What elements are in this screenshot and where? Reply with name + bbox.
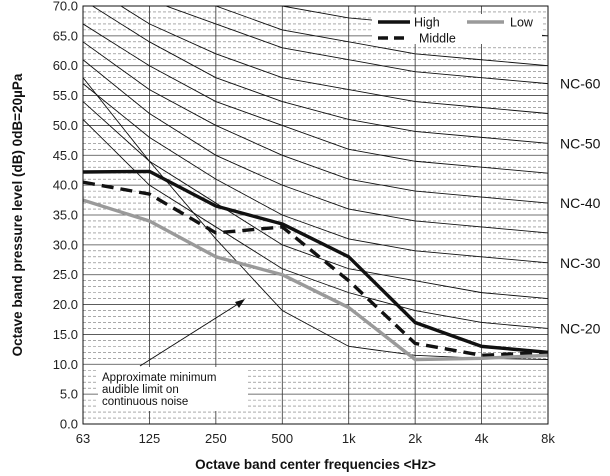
nc-curve-nc-30: [83, 83, 548, 264]
annotation-line: audible limit on: [102, 384, 179, 396]
series-line-middle: [83, 180, 548, 358]
reference-curve-5: [83, 101, 548, 300]
x-tick-label: 500: [271, 431, 293, 446]
legend-label-high: High: [414, 16, 440, 30]
reference-curve-2: [120, 6, 548, 114]
annotation-arrow-head: [235, 299, 245, 308]
annotation-box: [98, 367, 248, 411]
y-tick-label: 10.0: [53, 357, 78, 372]
y-tick-label: 35.0: [53, 208, 78, 223]
y-tick-label: 0.0: [60, 417, 78, 432]
y-tick-label: 70.0: [53, 0, 78, 14]
annotation-arrow-line: [139, 303, 239, 367]
x-tick-label: 63: [76, 431, 90, 446]
nc-curve-nc-20: [83, 119, 548, 329]
legend-label-low: Low: [510, 16, 534, 30]
series-line-high: [83, 169, 548, 355]
x-tick-label: 8k: [541, 431, 555, 446]
nc-label-nc-40: NC-40: [560, 195, 601, 211]
nc-curve-nc-60: [164, 6, 548, 85]
series-layer: [83, 169, 548, 362]
legend-label-middle: Middle: [419, 32, 456, 46]
y-tick-label: 15.0: [53, 327, 78, 342]
nc-label-nc-50: NC-50: [560, 135, 601, 151]
x-tick-label: 125: [139, 431, 161, 446]
plot-frame: [82, 5, 549, 425]
x-axis-title: Octave band center frequencies <Hz>: [195, 457, 436, 472]
annotation-line: continuous noise: [102, 396, 188, 408]
axis-layer: 0.0 5.0 10.0 15.0 20.0 25.0 30.0 35.0 40.0 45.0 50…: [10, 0, 555, 472]
nc-curve-layer: NC-60 NC-50 NC-40 NC-30 NC-20: [83, 6, 601, 360]
y-tick-label: 30.0: [53, 237, 78, 252]
nc-label-nc-30: NC-30: [560, 255, 601, 271]
y-tick-label: 5.0: [60, 387, 78, 402]
y-tick-label: 40.0: [53, 178, 78, 193]
y-tick-label: 55.0: [53, 88, 78, 103]
y-tick-label: 60.0: [53, 58, 78, 73]
reference-curve-4: [83, 59, 548, 234]
series-line-low: [83, 198, 548, 362]
x-tick-label: 2k: [408, 431, 422, 446]
reference-curve-1: [214, 6, 548, 67]
y-tick-label: 65.0: [53, 28, 78, 43]
nc-curve-nc-50: [91, 6, 548, 144]
y-tick-label: 25.0: [53, 267, 78, 282]
nc-label-nc-20: NC-20: [560, 321, 601, 337]
y-axis-title: Octave band pressure level (dB) 0dB=20µP…: [10, 73, 25, 356]
x-tick-label: 4k: [475, 431, 489, 446]
y-tick-label: 20.0: [53, 297, 78, 312]
annotation-line: Approximate minimum: [102, 372, 216, 384]
nc-curve-nc-40: [83, 41, 548, 204]
legend: High Middle Low: [372, 14, 542, 46]
y-tick-label: 50.0: [53, 118, 78, 133]
grid-layer: [82, 5, 549, 425]
nc-label-nc-60: NC-60: [560, 76, 601, 92]
x-tick-label: 1k: [342, 431, 356, 446]
reference-curve-3: [83, 23, 548, 174]
x-tick-label: 250: [205, 431, 227, 446]
y-tick-label: 45.0: [53, 148, 78, 163]
